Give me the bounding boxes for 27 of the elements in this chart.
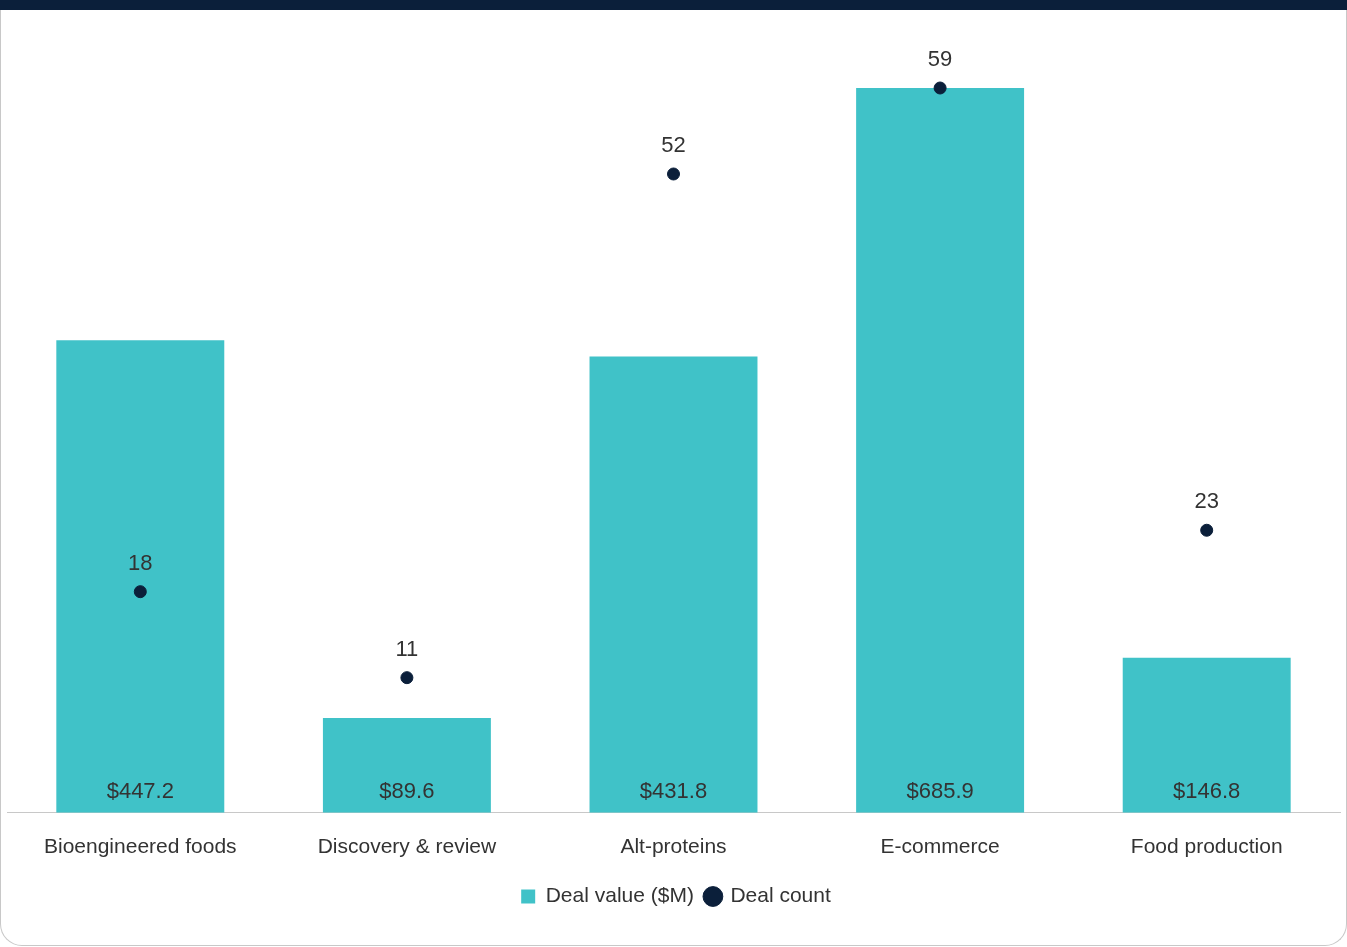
point	[133, 585, 147, 599]
x-tick-label: Alt-proteins	[620, 834, 727, 858]
legend-label: Deal value ($M)	[545, 883, 694, 907]
point	[933, 81, 947, 95]
data-label: 23	[1194, 488, 1219, 514]
data-label: $431.8	[639, 777, 708, 803]
bar	[856, 88, 1025, 813]
point	[400, 671, 414, 685]
x-tick-label: Food production	[1130, 834, 1283, 858]
x-tick-label: Discovery & review	[317, 834, 497, 858]
bar	[322, 718, 491, 813]
data-label: $447.2	[106, 777, 174, 803]
data-label: 52	[661, 132, 686, 158]
bar	[589, 356, 758, 813]
x-tick-label: E-commerce	[880, 834, 1000, 858]
point	[667, 167, 680, 181]
data-label: $685.9	[906, 777, 974, 803]
legend-label: Deal count	[730, 883, 831, 907]
bar	[56, 340, 225, 813]
data-label: $146.8	[1173, 777, 1241, 803]
data-label: 59	[927, 46, 953, 72]
data-label: $89.6	[379, 777, 435, 803]
data-label: 18	[128, 549, 153, 575]
bar	[1122, 657, 1291, 813]
x-tick-label: Bioengineered foods	[43, 834, 237, 858]
point	[1200, 523, 1214, 537]
data-label: 11	[395, 635, 419, 661]
